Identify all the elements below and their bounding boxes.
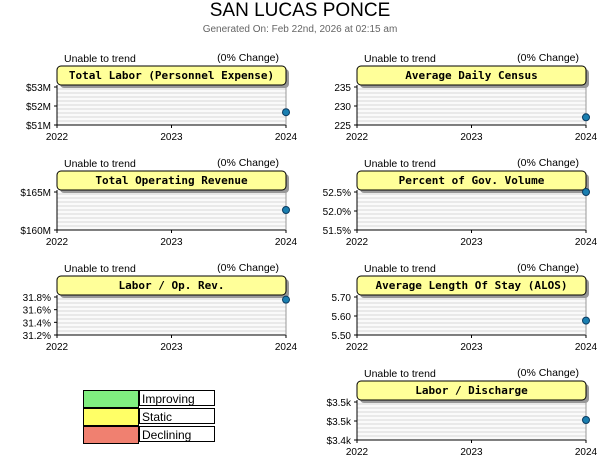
chart-title: Average Length Of Stay (ALOS) xyxy=(375,279,567,292)
x-tick-label: 2022 xyxy=(46,132,69,143)
legend-item: Improving xyxy=(83,390,217,408)
legend-label: Static xyxy=(139,408,215,424)
y-tick-label: 230 xyxy=(334,102,351,113)
legend-label: Declining xyxy=(139,426,215,442)
chart-header xyxy=(356,275,587,296)
trend-text: Unable to trend xyxy=(364,53,436,65)
y-tick-label: $165M xyxy=(20,188,51,199)
chart-title: Labor / Op. Rev. xyxy=(119,279,225,292)
y-tick-label: $160M xyxy=(20,226,51,237)
y-tick-label: $3.4k xyxy=(327,436,352,447)
y-tick-label: 52.5% xyxy=(323,188,351,199)
change-text: (0% Change) xyxy=(217,262,279,274)
chart-title: Labor / Discharge xyxy=(415,384,528,397)
chart-header xyxy=(356,65,587,86)
x-tick-label: 2024 xyxy=(275,237,298,248)
x-tick-label: 2023 xyxy=(160,237,183,248)
y-tick-label: 51.5% xyxy=(323,226,351,237)
x-tick-label: 2023 xyxy=(460,342,483,353)
data-point xyxy=(582,188,590,196)
chart-header xyxy=(356,380,587,401)
trend-text: Unable to trend xyxy=(364,263,436,275)
x-tick-label: 2023 xyxy=(160,132,183,143)
data-point xyxy=(282,108,290,117)
chart-title: Total Labor (Personnel Expense) xyxy=(69,69,274,82)
legend-swatch xyxy=(83,408,139,426)
x-tick-label: 2023 xyxy=(460,447,483,458)
change-text: (0% Change) xyxy=(517,262,579,274)
x-tick-label: 2023 xyxy=(460,237,483,248)
y-tick-label: $52M xyxy=(26,102,51,113)
x-tick-label: 2022 xyxy=(46,237,69,248)
x-tick-label: 2023 xyxy=(160,342,183,353)
y-tick-label: 31.2% xyxy=(23,331,51,342)
y-tick-label: $51M xyxy=(26,121,51,132)
y-tick-label: 5.60 xyxy=(332,312,352,323)
y-tick-label: 5.70 xyxy=(332,293,352,304)
y-tick-label: 52.0% xyxy=(323,207,351,218)
legend-item: Declining xyxy=(83,426,217,444)
x-tick-label: 2022 xyxy=(346,237,369,248)
data-point xyxy=(282,206,290,214)
y-tick-label: $3.5k xyxy=(327,417,352,428)
y-tick-label: 5.50 xyxy=(332,331,352,342)
chart-header xyxy=(56,170,287,191)
x-tick-label: 2024 xyxy=(575,447,598,458)
chart-title: Percent of Gov. Volume xyxy=(399,174,545,187)
change-text: (0% Change) xyxy=(517,367,579,379)
page-subtitle: Generated On: Feb 22nd, 2026 at 02:15 am xyxy=(202,24,398,35)
data-point xyxy=(582,113,590,122)
x-tick-label: 2024 xyxy=(275,342,298,353)
y-tick-label: 31.8% xyxy=(23,293,51,304)
x-tick-label: 2022 xyxy=(346,447,369,458)
y-tick-label: $3.5k xyxy=(327,398,352,409)
x-tick-label: 2023 xyxy=(460,132,483,143)
trend-text: Unable to trend xyxy=(364,368,436,380)
page-title: SAN LUCAS PONCE xyxy=(209,0,391,21)
y-tick-label: 225 xyxy=(334,121,351,132)
x-tick-label: 2024 xyxy=(575,132,598,143)
data-point xyxy=(582,416,590,424)
x-tick-label: 2024 xyxy=(575,237,598,248)
change-text: (0% Change) xyxy=(517,52,579,64)
legend-label: Improving xyxy=(139,390,215,406)
change-text: (0% Change) xyxy=(517,157,579,169)
y-tick-label: $53M xyxy=(26,83,51,94)
x-tick-label: 2022 xyxy=(346,132,369,143)
y-tick-label: 235 xyxy=(334,83,351,94)
chart-header xyxy=(356,170,587,191)
x-tick-label: 2022 xyxy=(46,342,69,353)
data-point xyxy=(282,295,290,304)
chart-title: Average Daily Census xyxy=(405,69,537,82)
y-tick-label: 31.4% xyxy=(23,318,51,329)
legend-item: Static xyxy=(83,408,217,426)
trend-text: Unable to trend xyxy=(64,53,136,65)
y-tick-label: 31.6% xyxy=(23,306,51,317)
change-text: (0% Change) xyxy=(217,52,279,64)
change-text: (0% Change) xyxy=(217,157,279,169)
chart-title: Total Operating Revenue xyxy=(95,174,248,187)
data-point xyxy=(582,316,590,325)
chart-header xyxy=(56,65,287,86)
x-tick-label: 2024 xyxy=(275,132,298,143)
x-tick-label: 2022 xyxy=(346,342,369,353)
trend-text: Unable to trend xyxy=(364,158,436,170)
trend-text: Unable to trend xyxy=(64,158,136,170)
legend-swatch xyxy=(83,390,139,408)
x-tick-label: 2024 xyxy=(575,342,598,353)
trend-text: Unable to trend xyxy=(64,263,136,275)
legend-swatch xyxy=(83,426,139,444)
chart-header xyxy=(56,275,287,296)
